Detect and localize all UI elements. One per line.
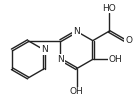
Text: OH: OH [109,55,123,64]
Text: N: N [73,27,80,36]
Text: N: N [57,55,64,64]
Text: N: N [41,46,48,54]
Text: OH: OH [70,87,83,96]
Text: HO: HO [102,4,116,13]
Text: O: O [125,36,132,45]
